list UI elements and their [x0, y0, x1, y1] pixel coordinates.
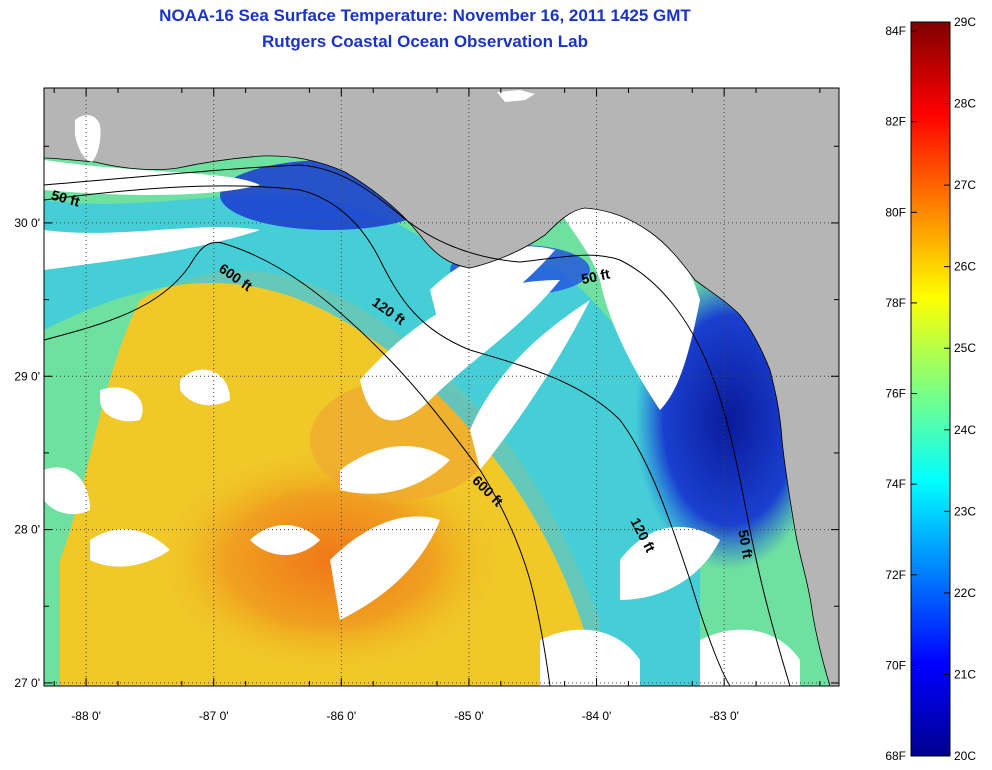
colorbar-label-c: 23C: [954, 504, 976, 518]
plot-frame: [43, 87, 840, 687]
inland-cloud-top: [497, 90, 535, 102]
land-mass: [44, 88, 839, 686]
isobath-120ft: [44, 185, 731, 686]
colorbar-label-f: 78F: [885, 296, 906, 310]
isobath-50ft: [44, 164, 791, 686]
colorbar-label-c: 22C: [954, 586, 976, 600]
axis-tick-labels: -88 0' -87 0' -86 0' -85 0' -84 0' -83 0' 27 0…: [14, 216, 739, 723]
x-tick-label: -83 0': [709, 709, 739, 723]
colorbar: [910, 21, 951, 757]
colorbar-label-f: 82F: [885, 115, 906, 129]
colorbar-label-f: 76F: [885, 387, 906, 401]
colorbar-label-c: 26C: [954, 260, 976, 274]
axis-ticks: [44, 88, 839, 686]
y-tick-label: 27 0': [14, 676, 40, 690]
contour-label: 50 ft: [50, 187, 82, 210]
y-tick-label: 28 0': [14, 523, 40, 537]
y-tick-label: 30 0': [14, 216, 40, 230]
cool-nearshore-band: [44, 194, 700, 686]
x-tick-label: -88 0': [71, 709, 101, 723]
contour-label: 50 ft: [735, 528, 756, 559]
mobile-bay: [75, 115, 101, 162]
x-tick-label: -87 0': [199, 709, 229, 723]
colorbar-label-c: 29C: [954, 15, 976, 29]
colorbar-label-c: 25C: [954, 341, 976, 355]
contour-label: 50 ft: [580, 265, 612, 287]
colorbar-label-f: 84F: [885, 24, 906, 38]
colorbar-label-c: 21C: [954, 667, 976, 681]
colorbar-label-f: 68F: [885, 749, 906, 763]
cloud-mask: [44, 160, 800, 686]
colorbar-label-c: 27C: [954, 178, 976, 192]
graticule: [44, 88, 839, 686]
x-tick-label: -84 0': [582, 709, 612, 723]
x-tick-label: -86 0': [326, 709, 356, 723]
colorbar-label-c: 24C: [954, 423, 976, 437]
colorbar-label-f: 70F: [885, 658, 906, 672]
colorbar-label-f: 74F: [885, 477, 906, 491]
isobath-600ft: [44, 241, 551, 686]
colorbar-label-f: 72F: [885, 568, 906, 582]
map-title: NOAA-16 Sea Surface Temperature: Novembe…: [159, 6, 691, 25]
colorbar-label-c: 28C: [954, 97, 976, 111]
map-subtitle: Rutgers Coastal Ocean Observation Lab: [262, 32, 588, 51]
colorbar-label-f: 80F: [885, 205, 906, 219]
y-tick-label: 29 0': [14, 369, 40, 383]
colorbar-labels: 29C 28C 27C 26C 25C 24C 23C 22C 21C 20C 84F 82F 80F 7…: [885, 15, 976, 763]
x-tick-label: -85 0': [454, 709, 484, 723]
colorbar-label-c: 20C: [954, 749, 976, 763]
